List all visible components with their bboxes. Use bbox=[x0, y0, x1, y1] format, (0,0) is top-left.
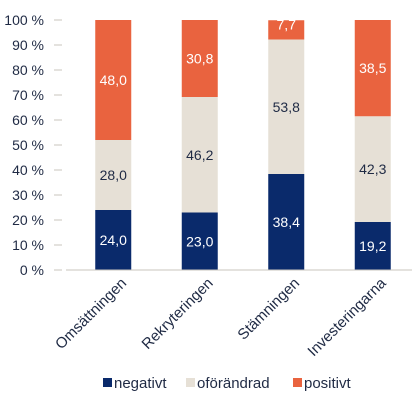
legend-label-oförändrad: oförändrad bbox=[197, 375, 270, 392]
y-tick-label: 40 % bbox=[12, 162, 44, 178]
legend-swatch-positivt bbox=[293, 378, 302, 387]
bar-positivt-Investeringarna bbox=[354, 20, 391, 117]
bar-oförändrad-Stämningen bbox=[268, 39, 305, 174]
x-category-label: Stämningen bbox=[234, 275, 303, 344]
data-label-oförändrad-Stämningen: 53,8 bbox=[273, 99, 300, 115]
data-label-positivt-Rekryteringen: 30,8 bbox=[186, 51, 213, 67]
bar-negativt-Stämningen bbox=[268, 174, 305, 270]
bar-oförändrad-Rekryteringen bbox=[181, 97, 218, 213]
x-category-label: Rekryteringen bbox=[139, 275, 217, 353]
y-tick-label: 90 % bbox=[12, 37, 44, 53]
bars: 24,0 28,0 48,0 23,0 46,2 30,8 38,4 53,8 7,7 19,2 4… bbox=[95, 16, 391, 270]
y-tick-label: 70 % bbox=[12, 87, 44, 103]
y-tick-label: 60 % bbox=[12, 112, 44, 128]
data-label-positivt-Omsättningen: 48,0 bbox=[100, 72, 127, 88]
y-tick-label: 80 % bbox=[12, 62, 44, 78]
y-tick-label: 20 % bbox=[12, 212, 44, 228]
bar-negativt-Omsättningen bbox=[95, 210, 132, 270]
bar-positivt-Omsättningen bbox=[95, 20, 132, 140]
bar-negativt-Rekryteringen bbox=[181, 212, 218, 270]
x-axis: Omsättningen Rekryteringen Stämningen Inves… bbox=[52, 269, 412, 360]
data-label-positivt-Stämningen: 7,7 bbox=[277, 16, 297, 32]
data-label-negativt-Rekryteringen: 23,0 bbox=[186, 233, 213, 249]
data-label-negativt-Investeringarna: 19,2 bbox=[359, 238, 386, 254]
data-label-negativt-Stämningen: 38,4 bbox=[273, 214, 300, 230]
y-axis: 0 % 10 % 20 % 30 % 40 % 50 % 60 % 70 % 80 % 90 % 1… bbox=[4, 12, 62, 278]
bar-positivt-Rekryteringen bbox=[181, 20, 218, 97]
x-category-label: Omsättningen bbox=[52, 275, 130, 353]
x-category-label: Investeringarna bbox=[304, 274, 390, 360]
y-tick-label: 30 % bbox=[12, 187, 44, 203]
bar-oförändrad-Investeringarna bbox=[354, 116, 391, 222]
data-label-oförändrad-Investeringarna: 42,3 bbox=[359, 161, 386, 177]
legend-label-positivt: positivt bbox=[304, 375, 352, 392]
legend-label-negativt: negativt bbox=[114, 375, 167, 392]
legend-swatch-oförändrad bbox=[186, 378, 195, 387]
data-label-negativt-Omsättningen: 24,0 bbox=[100, 232, 127, 248]
y-tick-label: 50 % bbox=[12, 137, 44, 153]
y-tick-label: 100 % bbox=[4, 12, 44, 28]
legend-swatch-negativt bbox=[103, 378, 112, 387]
y-tick-label: 10 % bbox=[12, 237, 44, 253]
y-tick-label: 0 % bbox=[20, 262, 44, 278]
legend: negativt oförändrad positivt bbox=[103, 375, 352, 392]
data-label-oförändrad-Omsättningen: 28,0 bbox=[100, 167, 127, 183]
bar-positivt-Stämningen bbox=[268, 20, 305, 40]
bar-negativt-Investeringarna bbox=[354, 222, 391, 270]
bar-oförändrad-Omsättningen bbox=[95, 140, 132, 210]
data-label-oförändrad-Rekryteringen: 46,2 bbox=[186, 147, 213, 163]
data-label-positivt-Investeringarna: 38,5 bbox=[359, 60, 386, 76]
